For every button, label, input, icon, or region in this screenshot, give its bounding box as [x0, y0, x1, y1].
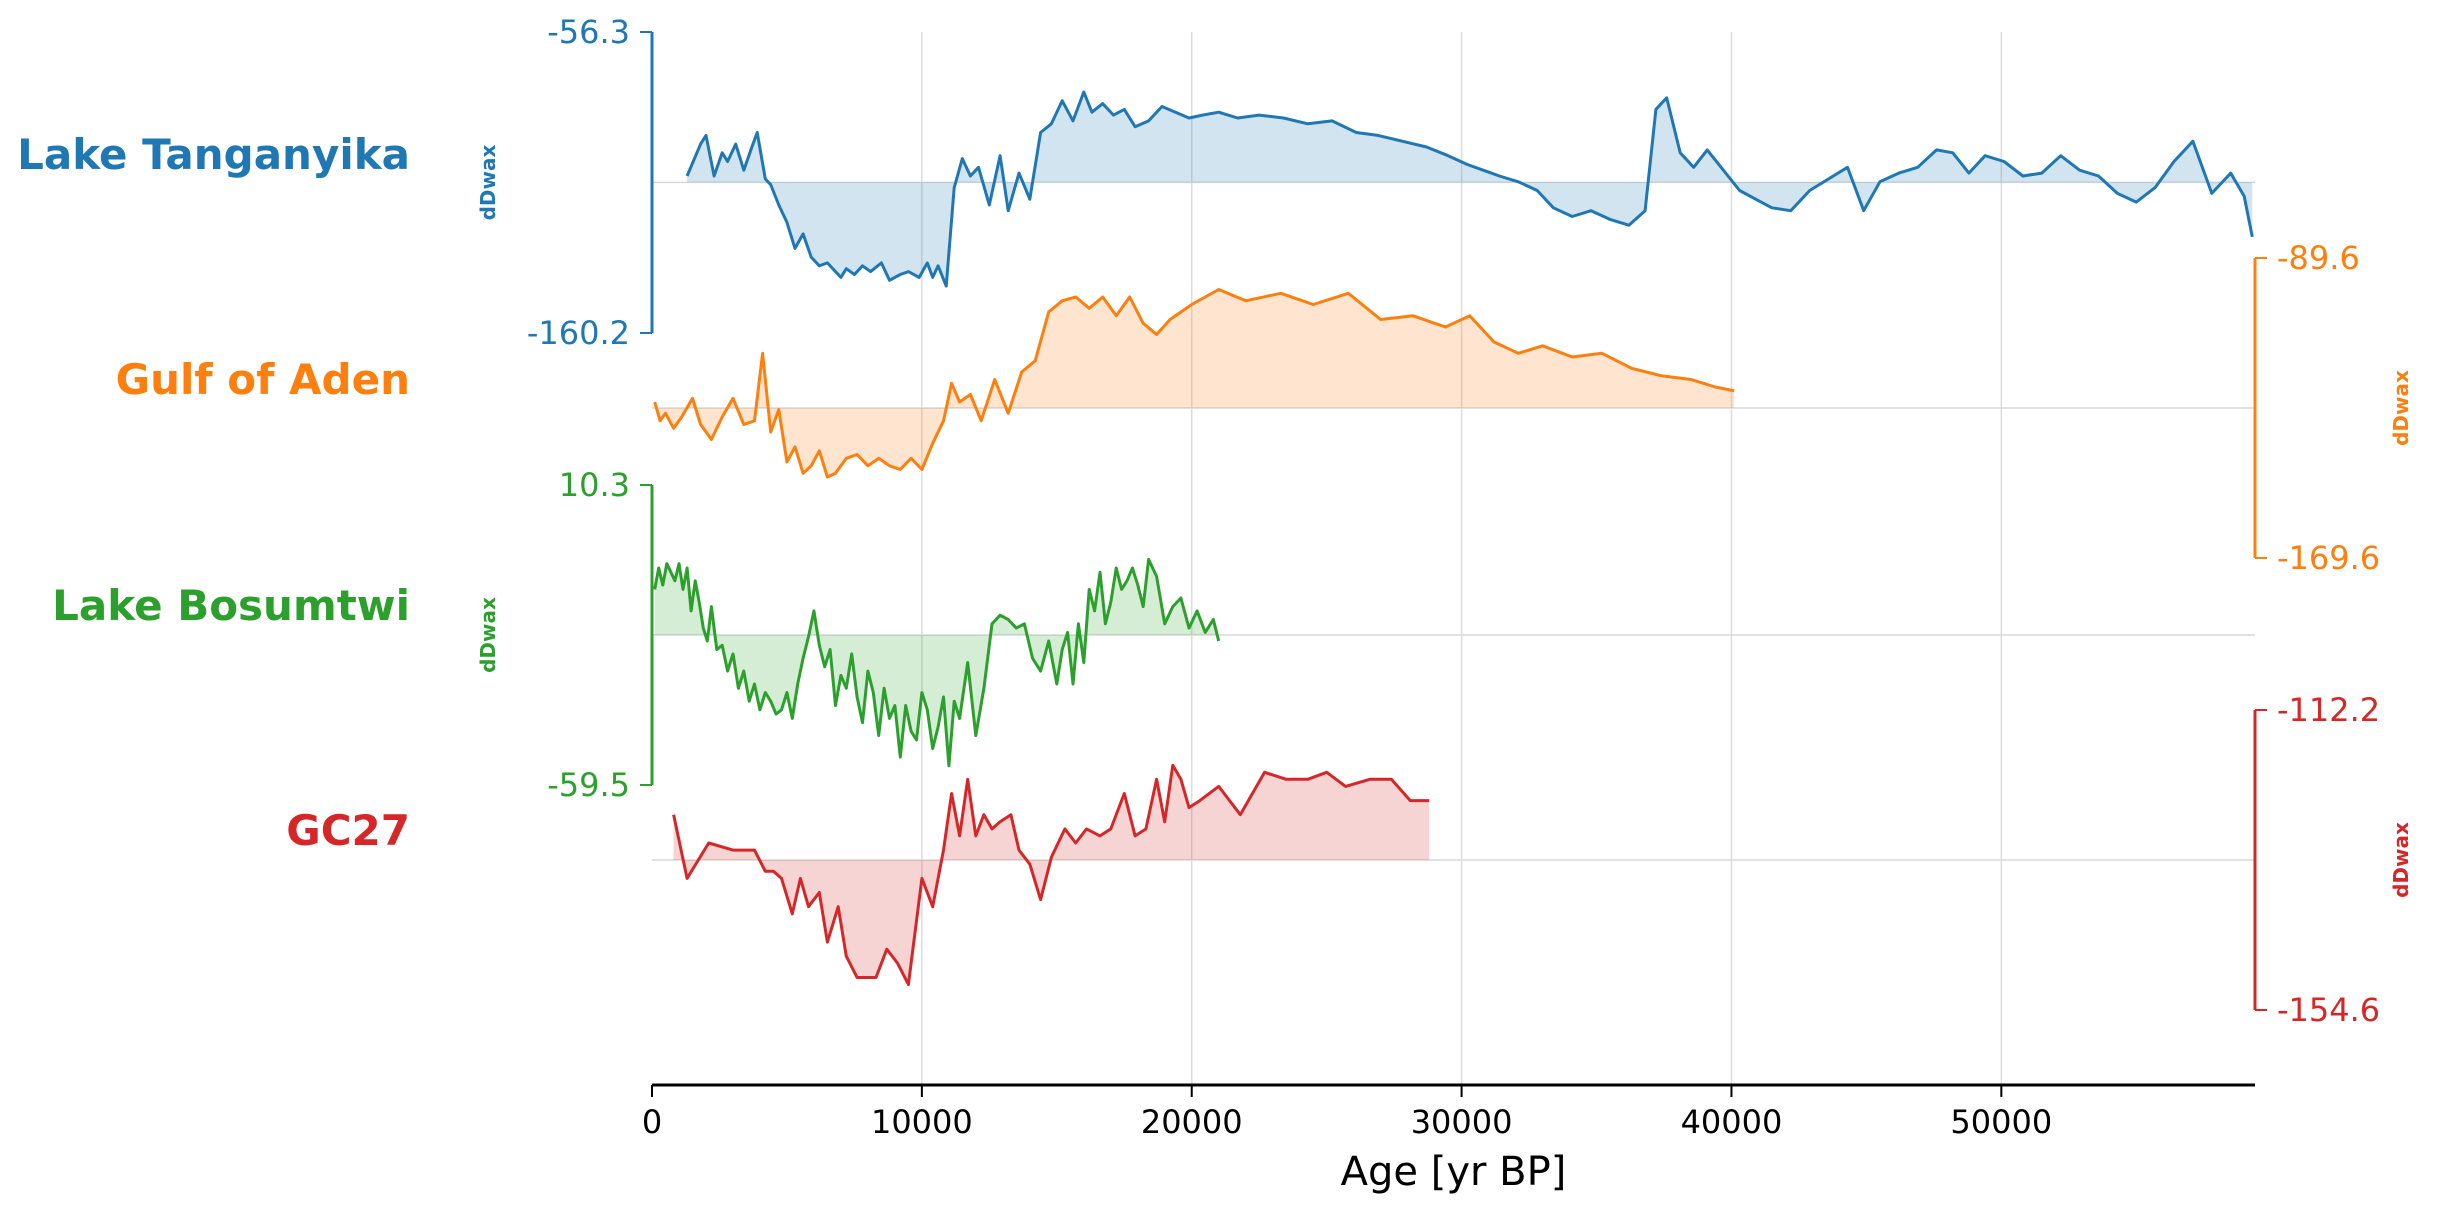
series-name-label: Gulf of Aden — [116, 355, 410, 404]
y-tick-label: -169.6 — [2277, 539, 2380, 577]
y-tick-label: -59.5 — [547, 766, 630, 804]
x-tick-label: 0 — [642, 1103, 662, 1141]
x-axis-label: Age [yr BP] — [1341, 1149, 1567, 1195]
series-name-label: Lake Tanganyika — [17, 130, 410, 179]
y-tick-label: -112.2 — [2277, 691, 2380, 729]
x-tick-label: 10000 — [871, 1103, 973, 1141]
x-tick-label: 30000 — [1411, 1103, 1513, 1141]
y-axis-label: dDwax — [476, 145, 500, 221]
series-fill-area — [674, 765, 1430, 984]
series-fill-area — [655, 290, 1735, 478]
labels-layer: Lake Tanganyika Gulf of Aden Lake Bosumtwi… — [17, 130, 410, 855]
y-axis-label: dDwax — [2389, 370, 2413, 446]
x-tick-label: 20000 — [1141, 1103, 1243, 1141]
y-tick-label: -89.6 — [2277, 239, 2360, 277]
x-tick-label: 40000 — [1681, 1103, 1783, 1141]
y-axis-label: dDwax — [476, 597, 500, 673]
y-tick-label: -154.6 — [2277, 991, 2380, 1029]
y-axis-label: dDwax — [2389, 822, 2413, 898]
series-name-label: Lake Bosumtwi — [52, 581, 410, 630]
series-layer — [652, 92, 2255, 985]
y-tick-label: -160.2 — [527, 314, 630, 352]
grid-layer — [922, 32, 2001, 1085]
x-tick-label: 50000 — [1950, 1103, 2052, 1141]
series-name-label: GC27 — [286, 806, 410, 855]
y-tick-label: 10.3 — [559, 466, 630, 504]
y-tick-label: -56.3 — [547, 13, 630, 51]
